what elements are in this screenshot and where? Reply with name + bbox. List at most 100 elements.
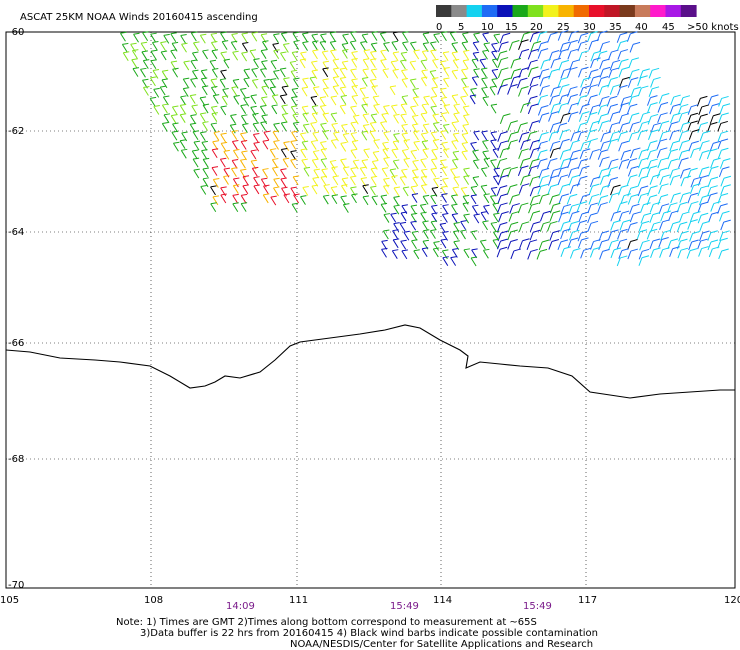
wind-barb	[519, 238, 530, 249]
wind-barb	[637, 85, 649, 97]
wind-barb	[153, 104, 160, 115]
wind-barb	[370, 175, 378, 186]
wind-barb	[209, 59, 217, 70]
wind-barb	[442, 123, 450, 134]
wind-barb	[669, 103, 681, 115]
wind-barb	[638, 255, 650, 266]
wind-barb	[210, 85, 218, 96]
wind-barb	[301, 32, 309, 43]
wind-barb	[539, 75, 551, 87]
wind-barb	[359, 166, 367, 177]
wind-barb	[599, 174, 611, 185]
wind-barb	[618, 140, 629, 152]
wind-barb	[616, 255, 628, 267]
wind-barb	[560, 203, 572, 215]
wind-barb	[646, 140, 658, 151]
wind-barb	[349, 175, 357, 186]
wind-barb	[669, 174, 681, 186]
legend-label: 20	[530, 22, 543, 33]
latitude-labels: -60 -62 -64 -66 -68 -70	[8, 27, 24, 591]
wind-barb	[547, 183, 559, 195]
wind-barb	[507, 166, 518, 178]
wind-barb	[230, 40, 238, 51]
wind-barb	[441, 31, 448, 41]
wind-barb	[658, 120, 670, 132]
wind-barb	[302, 77, 309, 88]
wind-barb	[451, 42, 458, 52]
wind-barb	[380, 202, 388, 213]
wind-barb	[627, 239, 638, 250]
wind-barb	[372, 95, 380, 106]
wind-barb	[557, 30, 569, 41]
wind-barb	[470, 87, 477, 98]
wind-barb	[262, 193, 270, 204]
wind-barb	[170, 49, 177, 59]
wind-barb	[260, 121, 267, 131]
wind-barb	[241, 32, 248, 43]
wind-barb	[647, 102, 658, 113]
wind-barb	[609, 84, 621, 95]
wind-barb	[402, 41, 409, 52]
wind-barb	[372, 150, 380, 161]
wind-barb	[193, 140, 201, 151]
wind-barb	[660, 210, 671, 222]
wind-barb	[483, 157, 491, 168]
wind-barb	[171, 105, 179, 116]
wind-barb	[579, 85, 590, 97]
wind-barb	[718, 248, 729, 260]
wind-barb	[293, 77, 300, 88]
wind-barb	[569, 139, 580, 151]
wind-barb	[393, 186, 401, 197]
wind-barb	[482, 220, 489, 231]
wind-barb	[339, 86, 347, 97]
wind-barb	[402, 31, 409, 42]
wind-barb	[529, 75, 541, 87]
wind-barb	[608, 67, 619, 79]
wind-barb	[370, 113, 378, 124]
lon-label: 120	[724, 595, 740, 606]
wind-barb	[708, 211, 719, 223]
wind-barb	[210, 202, 217, 212]
wind-barb	[280, 177, 287, 188]
wind-barb	[707, 94, 719, 106]
wind-barb	[393, 113, 400, 124]
wind-barb	[442, 256, 449, 266]
wind-barb	[549, 210, 561, 222]
wind-barb	[489, 194, 497, 205]
wind-barb	[359, 87, 367, 98]
wind-barb	[322, 194, 330, 205]
wind-barb	[290, 105, 298, 116]
wind-barb	[199, 131, 207, 142]
wind-barb	[330, 186, 338, 196]
wind-barb	[483, 204, 490, 215]
wind-barb	[412, 159, 419, 170]
wind-barb	[472, 149, 479, 160]
wind-barb	[382, 229, 390, 240]
note-line: NOAA/NESDIS/Center for Satellite Applica…	[290, 639, 593, 650]
wind-barb	[590, 50, 602, 62]
wind-barb	[578, 50, 590, 61]
wind-barb	[610, 247, 622, 259]
wind-barb	[410, 149, 417, 160]
wind-barb	[202, 167, 209, 178]
wind-barb	[492, 238, 500, 249]
wind-barb	[150, 76, 157, 87]
wind-barb	[482, 248, 490, 259]
longitude-labels: 105 108 111 114 117 120	[0, 595, 740, 606]
wind-barb	[577, 230, 589, 242]
wind-barb	[587, 31, 598, 42]
wind-barb	[422, 194, 430, 205]
wind-barb	[607, 49, 619, 61]
wind-barb	[638, 248, 650, 260]
legend-swatch	[466, 5, 483, 17]
wind-barb	[719, 210, 730, 222]
wind-barb	[443, 67, 450, 77]
speed-legend: 0 5 10 15 20 25 30 35 40 45 >50 knots	[436, 5, 739, 33]
wind-barb	[580, 76, 591, 88]
wind-barb	[549, 122, 561, 133]
wind-barb	[559, 112, 571, 124]
wind-barb	[432, 122, 440, 132]
wind-barb	[496, 185, 508, 196]
wind-barb	[529, 185, 541, 197]
wind-barb	[578, 165, 590, 177]
